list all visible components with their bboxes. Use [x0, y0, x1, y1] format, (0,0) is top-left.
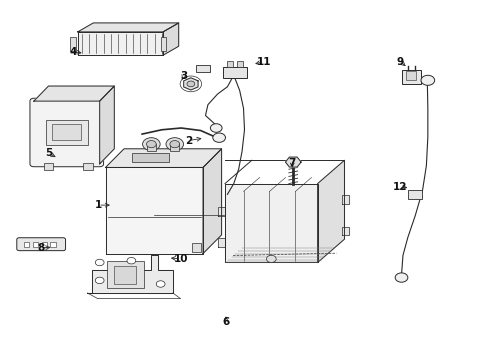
Text: 4: 4 [69, 46, 77, 57]
Circle shape [95, 277, 104, 284]
Bar [33, 242, 38, 247]
Polygon shape [78, 32, 163, 55]
Circle shape [210, 124, 222, 132]
Text: 1: 1 [94, 200, 102, 210]
Polygon shape [105, 167, 203, 253]
Polygon shape [78, 23, 178, 32]
Bar [222, 67, 246, 78]
Polygon shape [285, 157, 301, 167]
Circle shape [95, 259, 104, 266]
Circle shape [156, 281, 164, 287]
Polygon shape [100, 86, 114, 164]
Bar [41, 242, 47, 247]
Polygon shape [217, 238, 224, 247]
Circle shape [212, 133, 225, 142]
Bar [45, 120, 88, 145]
Text: 8: 8 [37, 243, 44, 253]
FancyBboxPatch shape [30, 98, 103, 167]
Polygon shape [341, 227, 348, 235]
Polygon shape [34, 86, 114, 101]
Bar [407, 190, 421, 199]
Text: 9: 9 [396, 57, 403, 67]
Polygon shape [87, 255, 172, 293]
Circle shape [146, 140, 156, 148]
Circle shape [266, 255, 276, 262]
Text: 3: 3 [180, 71, 187, 81]
Bar [52, 124, 81, 140]
Bar [132, 153, 168, 162]
Circle shape [127, 257, 136, 264]
Bar [401, 69, 420, 84]
Circle shape [420, 75, 434, 85]
Bar [70, 37, 76, 50]
Text: 12: 12 [392, 182, 407, 192]
Bar [236, 61, 242, 67]
Bar [406, 71, 415, 80]
Bar [226, 61, 232, 67]
Polygon shape [224, 184, 317, 262]
Bar [160, 37, 166, 50]
Text: 5: 5 [45, 148, 52, 158]
Circle shape [165, 138, 183, 150]
Polygon shape [183, 78, 198, 90]
Circle shape [394, 273, 407, 282]
Bar [50, 242, 56, 247]
Bar [24, 242, 29, 247]
Text: 7: 7 [288, 158, 295, 168]
Bar [114, 266, 136, 284]
Bar [43, 163, 53, 170]
Polygon shape [317, 160, 344, 262]
Polygon shape [341, 195, 348, 204]
Polygon shape [203, 149, 221, 253]
Text: 6: 6 [222, 317, 229, 327]
Bar [170, 144, 179, 150]
Bar [147, 144, 156, 150]
Bar [192, 243, 201, 252]
FancyBboxPatch shape [17, 238, 65, 251]
Text: 11: 11 [256, 57, 271, 67]
Text: 2: 2 [184, 136, 192, 145]
Polygon shape [217, 207, 224, 216]
Polygon shape [163, 23, 178, 55]
Circle shape [186, 81, 194, 87]
Circle shape [142, 138, 160, 150]
Polygon shape [105, 149, 221, 167]
Bar [83, 163, 93, 170]
Bar [195, 65, 210, 72]
Text: 10: 10 [174, 254, 188, 264]
Circle shape [169, 140, 179, 148]
Bar [107, 261, 143, 288]
